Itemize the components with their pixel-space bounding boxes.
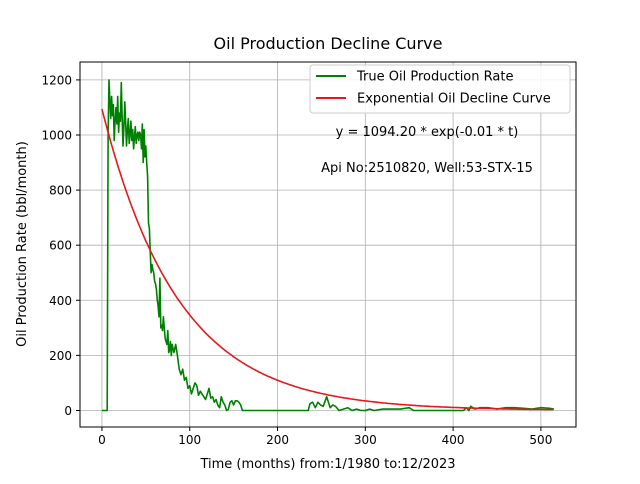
x-tick-label: 200 (266, 433, 289, 447)
plot-area (101, 79, 555, 412)
legend-box (309, 64, 571, 114)
y-tick-label: 200 (49, 349, 72, 363)
legend-label-exponential-decline: Exponential Oil Decline Curve (357, 92, 551, 107)
y-tick-label: 600 (49, 239, 72, 253)
series-line-true-production (101, 79, 555, 412)
y-tick-label: 400 (49, 294, 72, 308)
y-axis-ticks: 0 200 400 600 800 1000 1200 (41, 73, 80, 418)
x-tick-label: 0 (98, 433, 106, 447)
axes-frame (79, 61, 577, 428)
grid (80, 62, 576, 427)
x-tick-label: 100 (178, 433, 201, 447)
series-line-exponential-decline (101, 108, 554, 411)
x-tick-label: 400 (442, 433, 465, 447)
chart-title: Oil Production Decline Curve (214, 34, 443, 53)
y-tick-label: 800 (49, 184, 72, 198)
equation-annotation: y = 1094.20 * exp(-0.01 * t) (336, 125, 519, 140)
legend: True Oil Production Rate Exponential Oil… (309, 64, 571, 114)
x-tick-label: 500 (529, 433, 552, 447)
well-annotation: Api No:2510820, Well:53-STX-15 (321, 161, 533, 176)
x-axis-label: Time (months) from:1/1980 to:12/2023 (199, 457, 455, 472)
y-tick-label: 1200 (41, 73, 72, 87)
x-axis-ticks: 0 100 200 300 400 500 (98, 427, 552, 447)
y-tick-label: 0 (64, 404, 72, 418)
y-axis-label: Oil Production Rate (bbl/month) (15, 141, 30, 347)
legend-label-true-production: True Oil Production Rate (356, 70, 513, 85)
x-tick-label: 300 (354, 433, 377, 447)
y-tick-label: 1000 (41, 129, 72, 143)
